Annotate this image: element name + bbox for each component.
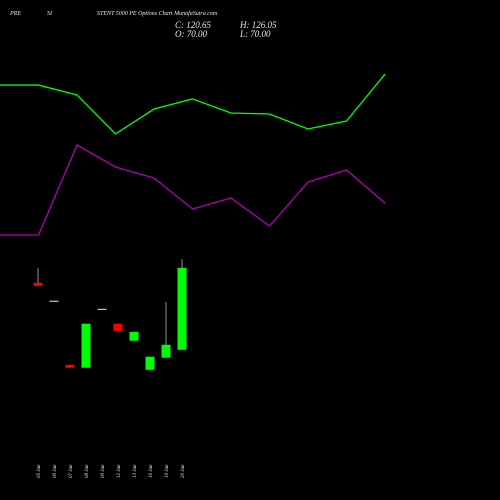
x-tick-label: 19 Jun xyxy=(165,464,170,478)
candle-body xyxy=(33,282,43,286)
candle-body xyxy=(145,356,155,370)
x-tick-label: 08 Jun xyxy=(85,464,90,478)
x-tick-label: 20 Jun xyxy=(181,464,186,478)
indicator-line xyxy=(0,73,386,135)
x-tick-label: 05 Jun xyxy=(37,464,42,478)
info-open: O: 70.00 xyxy=(175,29,207,39)
header-text: PRE xyxy=(9,11,21,17)
x-tick-label: 12 Jun xyxy=(117,464,122,478)
info-high: H: 126.05 xyxy=(239,20,277,30)
x-tick-label: 09 Jun xyxy=(101,464,106,478)
indicator-line xyxy=(0,144,386,236)
x-tick-label: 07 Jun xyxy=(69,464,74,478)
x-tick-label: 13 Jun xyxy=(133,464,138,478)
candle-body xyxy=(49,300,59,302)
x-tick-label: 16 Jun xyxy=(149,464,154,478)
info-low: L: 70.00 xyxy=(239,29,271,39)
candle-body xyxy=(161,344,171,358)
candle-body xyxy=(81,323,91,368)
candle-body xyxy=(177,267,187,350)
info-close: C: 120.65 xyxy=(175,20,212,30)
header-title: STENT 5000 PE Options Chart MunafaSutra.… xyxy=(97,10,218,17)
header-text: SI xyxy=(47,11,53,17)
candle-body xyxy=(97,308,107,310)
candle-body xyxy=(113,323,123,331)
candle-body xyxy=(65,364,75,368)
candle-body xyxy=(129,331,139,341)
x-tick-label: 06 Jun xyxy=(53,464,58,478)
